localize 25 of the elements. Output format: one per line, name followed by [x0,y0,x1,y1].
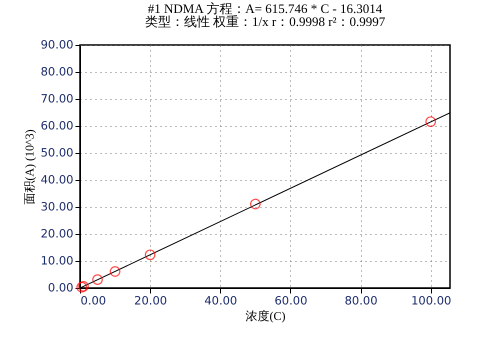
point [250,198,261,210]
y-axis-title: 面积(A) (10^3) [22,129,37,205]
x-tick-label: 80.00 [344,294,378,308]
x-tick-label: 20.00 [134,294,168,308]
point [110,266,120,277]
chart-title: #1 NDMA 方程：A= 615.746 * C - 16.3014 [148,1,383,16]
x-tick-label: 0.00 [80,294,106,308]
y-tick-label: 70.00 [40,92,74,106]
x-tick-label: 60.00 [274,294,308,308]
y-tick-label: 20.00 [40,226,74,240]
y-tick-label: 80.00 [40,64,74,78]
point [144,249,156,260]
y-tick-label: 90.00 [40,38,74,52]
y-tick-label: 0.00 [48,280,74,294]
point [425,116,436,128]
point [92,274,103,285]
x-tick-label: 40.00 [204,294,238,308]
y-tick-label: 40.00 [40,172,74,186]
y-tick-label: 60.00 [40,118,74,132]
chart-subtitle: 类型：线性 权重：1/x r：0.9998 r²：0.9997 [144,14,386,29]
x-axis-title: 浓度(C) [246,309,286,323]
y-tick-label: 50.00 [40,146,74,160]
y-tick-label: 30.00 [40,200,74,214]
x-tick-label: 100.00 [411,294,452,308]
y-tick-label: 10.00 [40,254,74,268]
